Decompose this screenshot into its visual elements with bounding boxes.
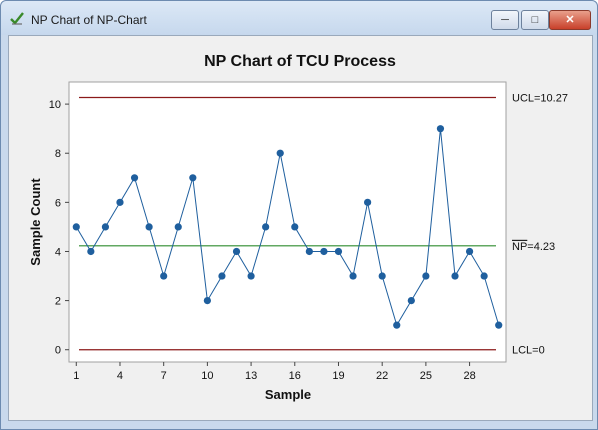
data-point — [101, 223, 110, 231]
center-label-value: =4.23 — [527, 241, 555, 253]
data-point — [145, 223, 153, 231]
minitab-graph-icon — [10, 12, 24, 25]
data-point — [276, 149, 284, 157]
y-tick-label: 10 — [49, 99, 61, 111]
data-point — [291, 223, 299, 231]
chart-title: NP Chart of TCU Process — [204, 53, 396, 70]
center-line-label: NP=4.23 — [512, 241, 555, 253]
data-point — [378, 272, 386, 280]
data-point — [174, 223, 182, 231]
ucl-label: UCL=10.27 — [512, 92, 568, 104]
data-point — [262, 223, 270, 231]
maximize-button[interactable]: □ — [521, 10, 549, 30]
data-point — [189, 174, 197, 182]
title-bar[interactable]: NP Chart of NP-Chart ─ □ ✕ — [1, 1, 597, 35]
data-point — [160, 272, 168, 280]
data-point — [364, 198, 372, 206]
y-tick-label: 2 — [55, 296, 61, 308]
x-tick-label: 10 — [201, 370, 213, 382]
data-point — [218, 272, 226, 280]
x-tick-label: 7 — [161, 370, 167, 382]
chart-frame: NP Chart of TCU Process 0 2 4 6 8 10 1 4 7 10 13 16… — [9, 36, 592, 420]
data-point — [320, 247, 328, 256]
plot-area — [68, 81, 507, 363]
close-button[interactable]: ✕ — [549, 10, 591, 30]
data-point — [87, 247, 95, 256]
data-point — [393, 321, 401, 329]
x-axis-label: Sample — [265, 387, 311, 402]
np-series-line — [75, 128, 500, 327]
x-tick-label: 25 — [420, 370, 432, 382]
data-point — [130, 174, 139, 182]
x-tick-label: 1 — [73, 370, 79, 382]
data-point — [436, 125, 445, 133]
y-tick-label: 4 — [55, 246, 61, 258]
center-label-np: NP — [512, 241, 527, 253]
data-point — [334, 247, 343, 256]
y-tick-label: 6 — [55, 197, 61, 209]
minimize-icon: ─ — [501, 14, 509, 26]
data-point — [116, 198, 124, 206]
x-tick-label: 16 — [289, 370, 301, 382]
graph-client-area: NP Chart of TCU Process 0 2 4 6 8 10 1 4 7 10 13 16… — [8, 35, 593, 421]
np-chart: NP Chart of TCU Process 0 2 4 6 8 10 1 4 7 10 13 16… — [28, 53, 568, 402]
close-icon: ✕ — [565, 14, 575, 26]
data-point — [349, 272, 357, 280]
data-point — [305, 247, 313, 256]
x-tick-label: 13 — [245, 370, 257, 382]
x-tick-label: 22 — [376, 370, 388, 382]
y-tick-label: 0 — [55, 345, 61, 357]
x-tick-label: 19 — [332, 370, 344, 382]
y-axis-label: Sample Count — [28, 178, 43, 266]
y-tick-label: 8 — [55, 148, 61, 160]
minimize-button[interactable]: ─ — [491, 10, 519, 30]
data-point — [203, 296, 211, 305]
data-point — [232, 247, 241, 256]
data-point — [407, 296, 415, 305]
data-point — [422, 272, 430, 280]
x-tick-label: 28 — [463, 370, 475, 382]
data-point — [451, 272, 459, 280]
x-tick-label: 4 — [117, 370, 123, 382]
data-point — [465, 247, 474, 256]
lcl-label: LCL=0 — [512, 345, 545, 357]
window-title: NP Chart of NP-Chart — [31, 13, 147, 27]
maximize-icon: □ — [531, 14, 539, 26]
data-point — [72, 223, 80, 231]
data-point — [480, 272, 488, 280]
data-point — [495, 321, 503, 329]
data-point — [247, 272, 255, 280]
